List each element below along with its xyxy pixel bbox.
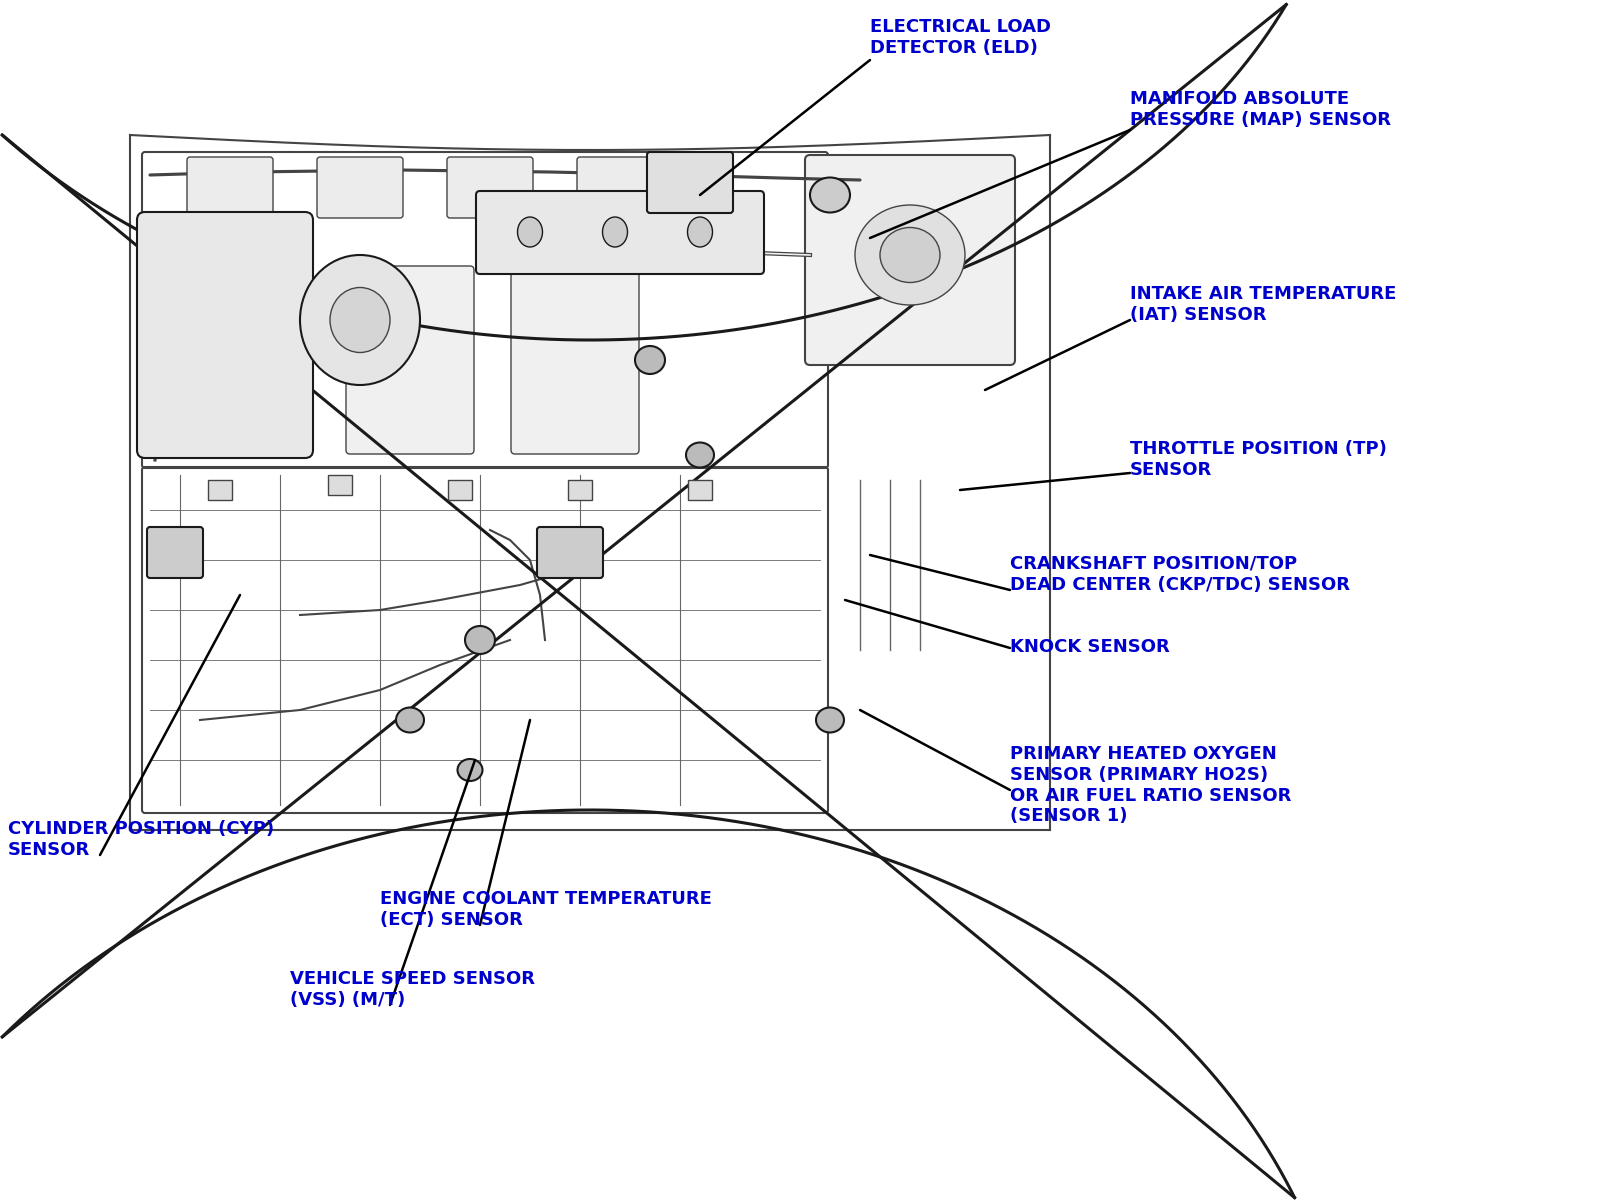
Ellipse shape	[688, 217, 712, 247]
Bar	[688, 480, 712, 500]
Ellipse shape	[880, 228, 941, 282]
Bar	[328, 475, 352, 494]
FancyBboxPatch shape	[187, 157, 274, 218]
Ellipse shape	[854, 205, 965, 305]
Ellipse shape	[686, 443, 714, 468]
Text: MANIFOLD ABSOLUTE
PRESSURE (MAP) SENSOR: MANIFOLD ABSOLUTE PRESSURE (MAP) SENSOR	[1130, 90, 1390, 128]
Text: PRIMARY HEATED OXYGEN
SENSOR (PRIMARY HO2S)
OR AIR FUEL RATIO SENSOR
(SENSOR 1): PRIMARY HEATED OXYGEN SENSOR (PRIMARY HO…	[1010, 745, 1291, 826]
FancyBboxPatch shape	[510, 266, 638, 454]
FancyBboxPatch shape	[446, 157, 533, 218]
Ellipse shape	[301, 254, 419, 385]
Ellipse shape	[330, 288, 390, 353]
Text: INTAKE AIR TEMPERATURE
(IAT) SENSOR: INTAKE AIR TEMPERATURE (IAT) SENSOR	[1130, 284, 1397, 324]
FancyBboxPatch shape	[538, 527, 603, 578]
FancyBboxPatch shape	[578, 157, 662, 218]
Text: KNOCK SENSOR: KNOCK SENSOR	[1010, 638, 1170, 656]
FancyBboxPatch shape	[646, 152, 733, 214]
Text: CRANKSHAFT POSITION/TOP
DEAD CENTER (CKP/TDC) SENSOR: CRANKSHAFT POSITION/TOP DEAD CENTER (CKP…	[1010, 554, 1350, 594]
FancyBboxPatch shape	[147, 527, 203, 578]
FancyBboxPatch shape	[805, 155, 1014, 365]
Text: ELECTRICAL LOAD
DETECTOR (ELD): ELECTRICAL LOAD DETECTOR (ELD)	[870, 18, 1051, 56]
Text: VEHICLE SPEED SENSOR
(VSS) (M/T): VEHICLE SPEED SENSOR (VSS) (M/T)	[290, 970, 534, 1009]
FancyBboxPatch shape	[477, 191, 765, 274]
Bar	[448, 480, 472, 500]
Ellipse shape	[517, 217, 542, 247]
Bar	[208, 480, 232, 500]
Ellipse shape	[635, 346, 666, 374]
FancyBboxPatch shape	[181, 266, 309, 454]
Ellipse shape	[397, 708, 424, 732]
Text: ENGINE COOLANT TEMPERATURE
(ECT) SENSOR: ENGINE COOLANT TEMPERATURE (ECT) SENSOR	[381, 890, 712, 929]
Ellipse shape	[458, 758, 483, 781]
FancyBboxPatch shape	[138, 212, 314, 458]
Ellipse shape	[466, 626, 494, 654]
Bar	[568, 480, 592, 500]
Ellipse shape	[810, 178, 850, 212]
FancyBboxPatch shape	[346, 266, 474, 454]
FancyBboxPatch shape	[317, 157, 403, 218]
Text: THROTTLE POSITION (TP)
SENSOR: THROTTLE POSITION (TP) SENSOR	[1130, 440, 1387, 479]
Ellipse shape	[816, 708, 845, 732]
Text: CYLINDER POSITION (CYP)
SENSOR: CYLINDER POSITION (CYP) SENSOR	[8, 820, 274, 859]
Ellipse shape	[603, 217, 627, 247]
